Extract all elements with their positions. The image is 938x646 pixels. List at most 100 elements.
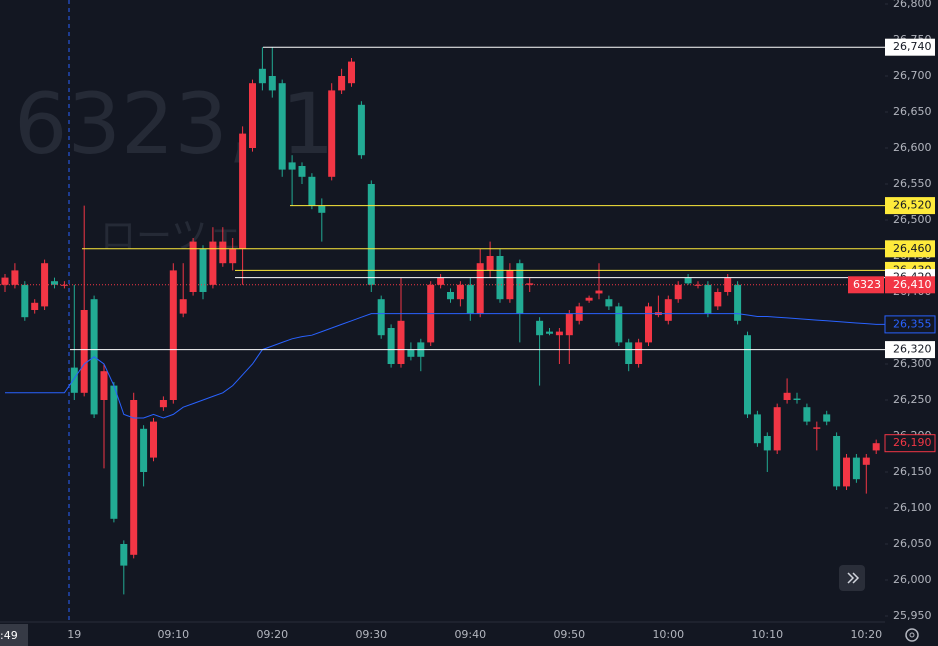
y-tick-label: 26,650 [893,105,932,118]
price-level-box [885,197,935,215]
candle-body [407,349,415,357]
ma-last-box [884,315,936,334]
candle-body [466,284,474,314]
candle-body [60,284,68,286]
candle-body [546,331,553,334]
candle-body [615,306,623,343]
y-tick-label: 26,500 [893,213,932,226]
candle-body [308,176,316,206]
y-tick-label: 26,700 [893,69,932,82]
price-level-box [885,240,935,258]
candle-body [823,414,831,422]
x-tick-label: 09:50 [553,628,585,641]
watermark: 6323, 1 [14,75,335,173]
y-tick-label: 26,150 [893,465,932,478]
y-tick-label: 26,050 [893,537,932,550]
candle-body [852,457,860,480]
candle-body [387,328,395,364]
candle-body [714,292,722,307]
candle-body [249,83,256,148]
candle-body [595,290,603,294]
candle-body [318,205,326,213]
symbol-box [848,276,884,294]
candle-body [357,104,365,156]
y-tick-label: 26,600 [893,141,932,154]
candle-body [486,256,494,271]
candle-body [585,297,593,301]
candle-body [328,90,336,177]
candle-body [605,299,613,307]
candle-body [21,284,29,318]
candle-body [536,320,544,336]
candle-body [645,306,652,343]
candle-body [516,263,524,314]
candle-body [763,436,771,451]
last-price-box [885,276,935,294]
candle-body [377,299,385,336]
candle-body [367,184,375,285]
candle-body [150,421,157,458]
candle-body [169,270,177,400]
y-tick-label: 26,550 [893,177,932,190]
candle-body [11,270,19,285]
candle-body [189,241,197,292]
candle-body [120,544,128,566]
candle-body [110,385,118,519]
candle-body [793,398,801,400]
candle-body [555,331,563,336]
candle-body [219,241,227,264]
candle-body [753,414,761,444]
candle-body [41,263,49,307]
moving-average [5,313,885,419]
scroll-button[interactable] [839,565,865,591]
candle-body [31,302,39,310]
candle-body [744,335,751,415]
candle-body [140,428,148,472]
candle-body [298,166,306,177]
cursor-box [0,624,28,646]
price-level-label: 26,460 [893,242,932,255]
candle-body [447,292,454,300]
candle-body [565,313,573,336]
x-tick-label: 10:10 [751,628,783,641]
candle-body [476,263,484,314]
x-tick-label: 09:10 [157,628,189,641]
candle-body [674,284,682,300]
symbol-tag: 6323 [853,278,881,291]
candle-body [773,407,781,451]
price-level-box [885,341,935,359]
y-tick-label: 26,800 [893,0,932,10]
candle-body [526,283,534,285]
candle-body [1,277,9,285]
candle-body [813,427,821,429]
candle-body [724,277,732,292]
price-level-box [885,38,935,56]
candle-body [199,248,207,292]
candle-body [100,371,108,400]
y-tick-label: 26,100 [893,501,932,514]
y-tick-label: 26,000 [893,573,932,586]
price-level-label: 26,320 [893,343,932,356]
candle-body [437,277,445,285]
x-tick-label: 10:20 [850,628,882,641]
candle-body [872,443,880,451]
candle-body [209,241,217,285]
x-tick-label: 09:40 [454,628,486,641]
x-tick-label: 19 [67,628,81,641]
candle-body [130,400,138,555]
candle-body [179,299,187,314]
candle-body [80,310,88,393]
candle-body [506,270,514,300]
candle-body [862,457,870,465]
candle-body [70,367,78,393]
candle-body [239,133,247,249]
settings-icon[interactable] [905,628,919,642]
candle-body [348,61,355,84]
candle-body [278,83,286,170]
candle-body [664,299,672,321]
y-tick-label: 26,300 [893,357,932,370]
candle-body [397,320,405,364]
candle-body [635,342,643,364]
